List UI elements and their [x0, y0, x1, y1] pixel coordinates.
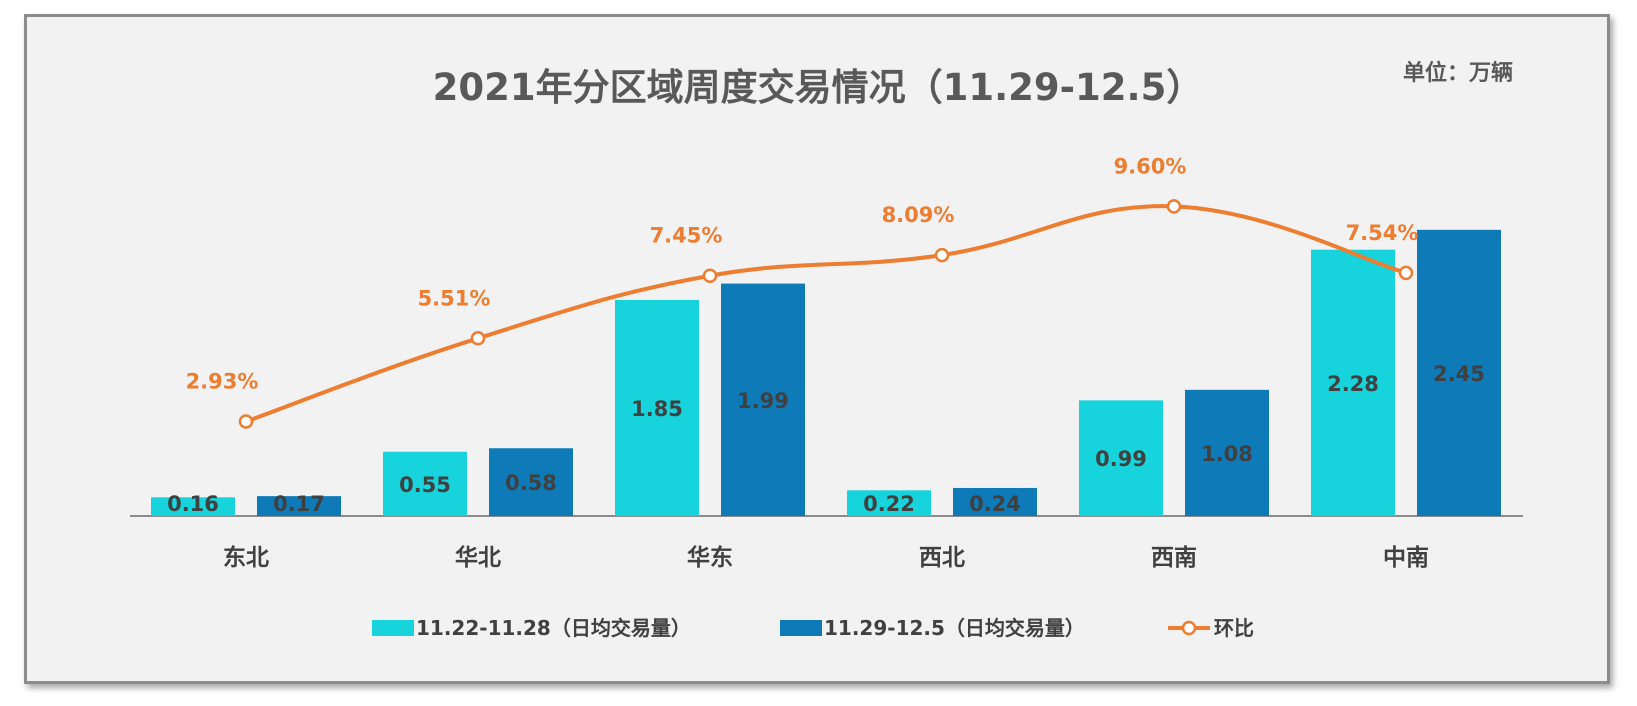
category-label-0: 东北	[223, 544, 269, 571]
legend-label-series1: 11.22-11.28（日均交易量）	[416, 616, 691, 640]
bar-series2-4	[1185, 389, 1269, 516]
bar-series1-1	[383, 451, 467, 516]
bar-label-series2-0: 0.17	[273, 492, 325, 516]
bar-series1-3	[847, 490, 931, 516]
bar-label-series2-5: 2.45	[1433, 362, 1485, 386]
bar-series2-5	[1417, 229, 1501, 516]
bar-label-series2-3: 0.24	[969, 492, 1021, 516]
ratio-point-1	[470, 331, 486, 346]
ratio-label-4: 9.60%	[1114, 154, 1187, 178]
category-label-5: 中南	[1383, 545, 1429, 571]
ratio-point-5	[1398, 265, 1414, 281]
legend-swatch-series1	[372, 620, 414, 636]
category-label-2: 华东	[687, 544, 733, 571]
ratio-label-3: 8.09%	[882, 203, 955, 227]
ratio-label-5: 7.54%	[1346, 221, 1419, 245]
legend-swatch-series2	[780, 620, 822, 636]
category-label-4: 西南	[1151, 545, 1197, 571]
bar-series2-3	[953, 487, 1037, 516]
ratio-point-3	[934, 247, 950, 263]
ratio-point-2	[702, 268, 718, 283]
legend-label-series3: 环比	[1214, 616, 1254, 640]
chart-title: 2021年分区域周度交易情况（11.29-12.5）	[433, 66, 1204, 109]
bar-series1-2	[615, 299, 699, 516]
bar-label-series2-2: 1.99	[737, 389, 789, 413]
ratio-label-0: 2.93%	[186, 370, 259, 394]
ratio-line	[245, 204, 1407, 424]
bar-series1-4	[1079, 400, 1163, 516]
legend-marker-series3	[1181, 620, 1197, 636]
bar-label-series1-3: 0.22	[863, 492, 915, 516]
bar-series2-1	[489, 448, 573, 516]
legend: 11.22-11.28（日均交易量） 11.29-12.5（日均交易量） 环比	[372, 616, 1254, 640]
ratio-line-group: 2.93% 5.51% 7.45% 8.09% 9.60% 7.54%	[186, 154, 1419, 429]
unit-label: 单位：万辆	[1403, 60, 1513, 86]
bars-group	[151, 229, 1501, 517]
legend-label-series2: 11.29-12.5（日均交易量）	[824, 616, 1085, 640]
bar-labels-group: 0.16 0.17 0.55 0.58 1.85 1.99 0.22 0.24 0.99 1.08…	[167, 362, 1485, 516]
ratio-label-1: 5.51%	[418, 286, 491, 310]
ratio-label-2: 7.45%	[650, 224, 723, 248]
bar-label-series1-5: 2.28	[1327, 372, 1379, 396]
bar-series2-0	[257, 496, 341, 516]
bar-series1-5	[1311, 249, 1395, 517]
bar-label-series1-2: 1.85	[631, 397, 683, 421]
category-label-3: 西北	[919, 545, 965, 571]
bar-label-series1-4: 0.99	[1095, 447, 1147, 471]
bar-label-series2-1: 0.58	[505, 471, 557, 495]
category-labels-group: 东北 华北 华东 西北 西南 中南	[223, 544, 1429, 571]
ratio-point-4	[1166, 199, 1182, 214]
bar-label-series1-1: 0.55	[399, 473, 451, 497]
category-label-1: 华北	[455, 544, 501, 571]
bar-series2-2	[721, 283, 805, 516]
ratio-point-0	[238, 414, 254, 429]
bar-label-series2-4: 1.08	[1201, 442, 1253, 466]
bar-label-series1-0: 0.16	[167, 492, 219, 516]
bar-series1-0	[151, 497, 235, 516]
